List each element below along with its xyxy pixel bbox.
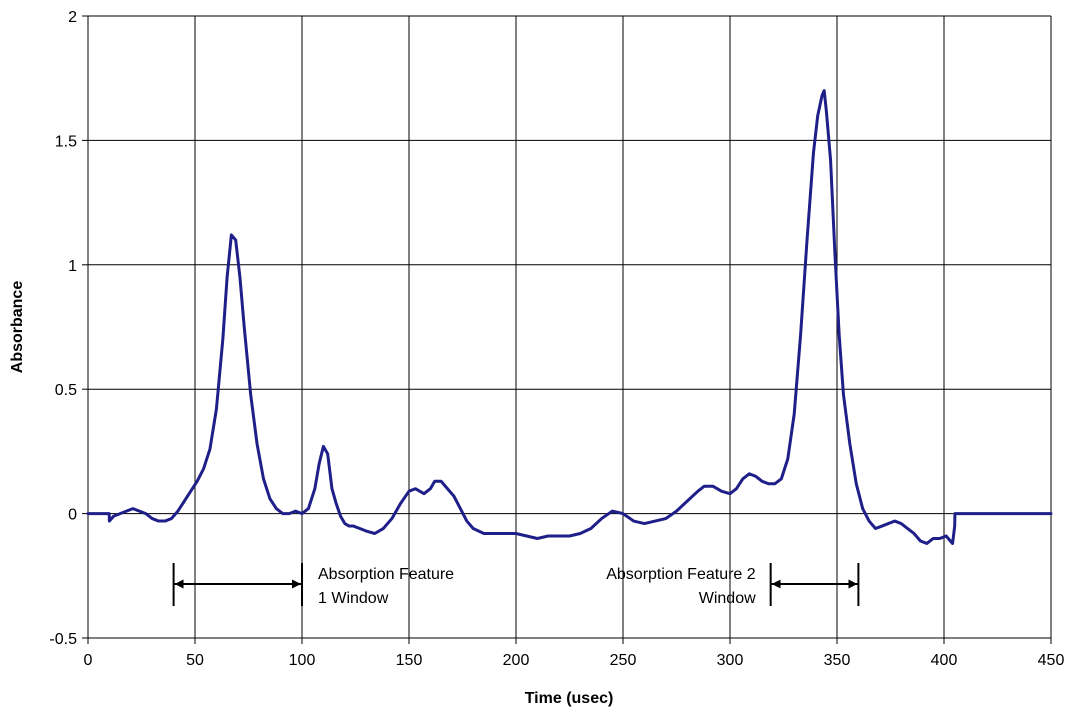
y-tick-label: 0.5 bbox=[55, 382, 77, 399]
x-tick-label: 50 bbox=[186, 652, 204, 669]
x-tick-label: 350 bbox=[824, 652, 851, 669]
x-tick-label: 400 bbox=[931, 652, 958, 669]
x-tick-label: 150 bbox=[396, 652, 423, 669]
y-tick-label: 1 bbox=[68, 258, 77, 275]
grid-layer bbox=[88, 15, 1052, 638]
y-tick-label: 1.5 bbox=[55, 133, 77, 150]
series-layer bbox=[86, 89, 1053, 545]
y-axis-title: Absorbance bbox=[9, 281, 26, 374]
y-tick-label: -0.5 bbox=[49, 631, 77, 648]
x-tick-label: 100 bbox=[289, 652, 316, 669]
axis-layer: 0 50 100 150 200 250 300 350 400 450 -0.5 0 0.5 1 1.5 2 bbox=[49, 9, 1064, 669]
window-label-line: Absorption Feature 2 bbox=[606, 566, 756, 583]
absorbance-series-line bbox=[86, 89, 1053, 545]
x-axis-title: Time (usec) bbox=[525, 690, 614, 707]
x-tick-label: 300 bbox=[717, 652, 744, 669]
window-label-line: Window bbox=[699, 590, 756, 607]
annotation-layer: Absorption Feature 1 Window Absorption Fea… bbox=[172, 563, 860, 607]
x-tick-label: 250 bbox=[610, 652, 637, 669]
window-label-line: Absorption Feature bbox=[318, 566, 454, 583]
label-layer: Time (usec) Absorbance bbox=[9, 281, 613, 707]
x-tick-label: 200 bbox=[503, 652, 530, 669]
window-label-line: 1 Window bbox=[318, 590, 389, 607]
y-tick-label: 2 bbox=[68, 9, 77, 26]
y-tick-label: 0 bbox=[68, 507, 77, 524]
x-tick-label: 0 bbox=[84, 652, 93, 669]
x-tick-label: 450 bbox=[1038, 652, 1065, 669]
